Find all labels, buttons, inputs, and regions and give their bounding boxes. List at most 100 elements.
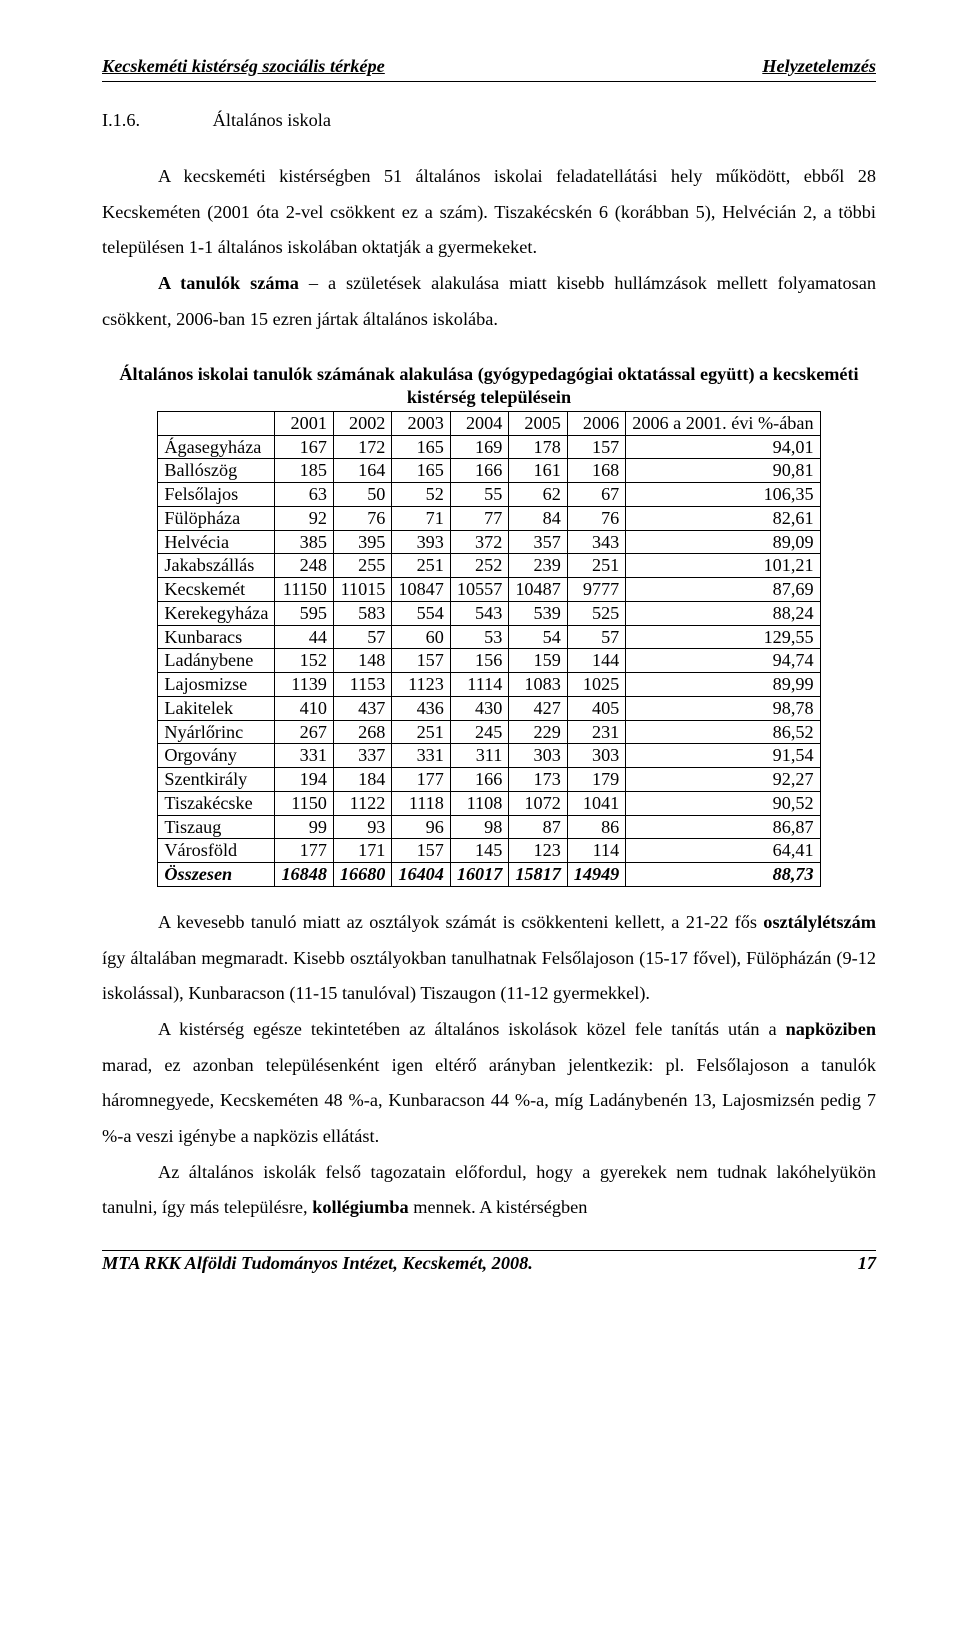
table-cell: 178 — [509, 435, 567, 459]
table-cell: 268 — [333, 720, 391, 744]
table-cell: 165 — [392, 435, 450, 459]
table-row: Ballószög18516416516616116890,81 — [158, 459, 820, 483]
table-header-cell: 2005 — [509, 411, 567, 435]
table-cell: 93 — [333, 815, 391, 839]
table-cell: Fülöpháza — [158, 506, 275, 530]
table-header-cell: 2004 — [450, 411, 508, 435]
table-cell: 99 — [275, 815, 333, 839]
table-total-cell: 14949 — [567, 863, 625, 887]
table-cell: 171 — [333, 839, 391, 863]
section-number: I.1.6. — [102, 110, 140, 130]
table-cell: 554 — [392, 601, 450, 625]
header-right: Helyzetelemzés — [762, 56, 876, 77]
table-cell: 410 — [275, 696, 333, 720]
table-caption: Általános iskolai tanulók számának alaku… — [102, 363, 876, 409]
table-cell: 267 — [275, 720, 333, 744]
table-cell: 303 — [509, 744, 567, 768]
table-cell: 94,01 — [626, 435, 820, 459]
table-cell: 231 — [567, 720, 625, 744]
data-table: 2001200220032004200520062006 a 2001. évi… — [157, 411, 820, 887]
table-cell: 169 — [450, 435, 508, 459]
table-cell: 86 — [567, 815, 625, 839]
table-cell: 90,52 — [626, 791, 820, 815]
table-cell: 98 — [450, 815, 508, 839]
table-cell: 89,99 — [626, 673, 820, 697]
table-cell: 255 — [333, 554, 391, 578]
table-total-row: Összesen16848166801640416017158171494988… — [158, 863, 820, 887]
table-cell: 53 — [450, 625, 508, 649]
paragraph-4-bold: napköziben — [786, 1019, 876, 1039]
table-cell: Helvécia — [158, 530, 275, 554]
paragraph-5-c: mennek. A kistérségben — [409, 1197, 588, 1217]
table-cell: 164 — [333, 459, 391, 483]
table-cell: Városföld — [158, 839, 275, 863]
table-cell: 52 — [392, 483, 450, 507]
table-cell: 251 — [567, 554, 625, 578]
table-cell: Orgovány — [158, 744, 275, 768]
table-total-cell: Összesen — [158, 863, 275, 887]
paragraph-2: A tanulók száma – a születések alakulása… — [102, 266, 876, 337]
paragraph-4-c: marad, ez azonban településenként igen e… — [102, 1055, 876, 1146]
table-header-cell: 2002 — [333, 411, 391, 435]
table-cell: 87,69 — [626, 578, 820, 602]
table-cell: 525 — [567, 601, 625, 625]
table-cell: 157 — [567, 435, 625, 459]
table-total-cell: 16017 — [450, 863, 508, 887]
section-heading: I.1.6. Általános iskola — [102, 110, 876, 131]
table-row: Fülöpháza92767177847682,61 — [158, 506, 820, 530]
header-left: Kecskeméti kistérség szociális térképe — [102, 56, 385, 77]
table-row: Jakabszállás248255251252239251101,21 — [158, 554, 820, 578]
table-cell: 86,87 — [626, 815, 820, 839]
table-cell: 543 — [450, 601, 508, 625]
table-cell: 331 — [392, 744, 450, 768]
table-cell: 229 — [509, 720, 567, 744]
table-cell: 343 — [567, 530, 625, 554]
table-cell: 251 — [392, 554, 450, 578]
table-cell: 11150 — [275, 578, 333, 602]
paragraph-4-a: A kistérség egésze tekintetében az által… — [158, 1019, 786, 1039]
table-cell: 10557 — [450, 578, 508, 602]
table-cell: 57 — [567, 625, 625, 649]
table-cell: 89,09 — [626, 530, 820, 554]
table-header-cell: 2001 — [275, 411, 333, 435]
paragraph-5-bold: kollégiumba — [312, 1197, 409, 1217]
table-cell: 101,21 — [626, 554, 820, 578]
table-row: Kunbaracs445760535457129,55 — [158, 625, 820, 649]
table-cell: Tiszakécske — [158, 791, 275, 815]
table-header-cell: 2003 — [392, 411, 450, 435]
table-cell: 159 — [509, 649, 567, 673]
table-cell: 63 — [275, 483, 333, 507]
table-header-row: 2001200220032004200520062006 a 2001. évi… — [158, 411, 820, 435]
table-cell: Lakitelek — [158, 696, 275, 720]
table-cell: 539 — [509, 601, 567, 625]
table-cell: 357 — [509, 530, 567, 554]
table-row: Tiszaug99939698878686,87 — [158, 815, 820, 839]
table-cell: 44 — [275, 625, 333, 649]
table-cell: 436 — [392, 696, 450, 720]
table-cell: 177 — [392, 768, 450, 792]
table-cell: 145 — [450, 839, 508, 863]
table-cell: 67 — [567, 483, 625, 507]
table-cell: 10487 — [509, 578, 567, 602]
table-cell: 114 — [567, 839, 625, 863]
table-cell: Kerekegyháza — [158, 601, 275, 625]
table-cell: 167 — [275, 435, 333, 459]
table-cell: 165 — [392, 459, 450, 483]
table-row: Ladánybene15214815715615914494,74 — [158, 649, 820, 673]
table-cell: Ladánybene — [158, 649, 275, 673]
table-total-cell: 16680 — [333, 863, 391, 887]
table-cell: 1150 — [275, 791, 333, 815]
table-cell: 194 — [275, 768, 333, 792]
table-cell: 148 — [333, 649, 391, 673]
paragraph-3-a: A kevesebb tanuló miatt az osztályok szá… — [158, 912, 763, 932]
table-header-cell — [158, 411, 275, 435]
table-cell: Kecskemét — [158, 578, 275, 602]
paragraph-1: A kecskeméti kistérségben 51 általános i… — [102, 159, 876, 266]
table-total-cell: 88,73 — [626, 863, 820, 887]
table-cell: 248 — [275, 554, 333, 578]
table-cell: Kunbaracs — [158, 625, 275, 649]
table-cell: 1114 — [450, 673, 508, 697]
table-row: Lakitelek41043743643042740598,78 — [158, 696, 820, 720]
table-row: Felsőlajos635052556267106,35 — [158, 483, 820, 507]
table-cell: Lajosmizse — [158, 673, 275, 697]
